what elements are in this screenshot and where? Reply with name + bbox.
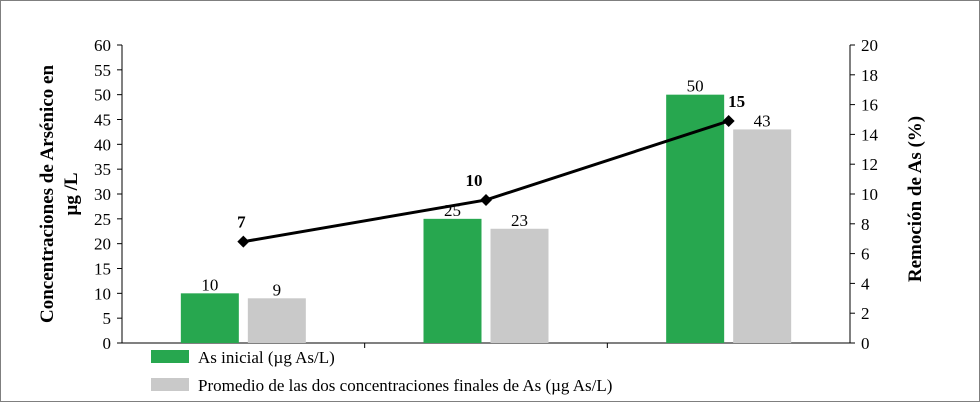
bar-series-1 <box>423 218 482 343</box>
legend-swatch-1 <box>151 350 189 363</box>
y2-tick-label: 0 <box>861 334 870 353</box>
removal-marker <box>237 235 250 248</box>
y-tick-label: 15 <box>94 260 111 279</box>
y-tick-label: 60 <box>94 36 111 55</box>
legend: As inicial (µg As/L) Promedio de las dos … <box>151 348 612 395</box>
y-tick-label: 5 <box>103 309 112 328</box>
data-labels: 10 25 50 9 23 43 7 10 15 <box>201 77 770 300</box>
bar-series-2 <box>733 129 792 343</box>
bar-series-2 <box>490 228 549 343</box>
y-tick-label: 0 <box>103 334 112 353</box>
y2-tick-label: 6 <box>861 245 870 264</box>
y-tick-label: 35 <box>94 160 111 179</box>
legend-label-1: As inicial (µg As/L) <box>198 348 335 367</box>
bar-value-label: 25 <box>444 201 461 220</box>
y2-tick-label: 18 <box>861 66 878 85</box>
removal-value-label: 15 <box>728 92 745 111</box>
y-axis-title: Concentraciones de Arsénico en µg /L <box>37 65 82 323</box>
bars <box>180 94 792 344</box>
y-tick-label: 55 <box>94 61 111 80</box>
bar-series-2 <box>247 298 306 343</box>
bar-value-label: 50 <box>687 77 704 96</box>
y2-tick-label: 12 <box>861 155 878 174</box>
y2-tick-label: 14 <box>861 125 879 144</box>
removal-line <box>237 114 735 248</box>
y-tick-label: 45 <box>94 111 111 130</box>
bar-series-1 <box>666 94 725 344</box>
y-tick-label: 25 <box>94 210 111 229</box>
y2-tick-label: 4 <box>861 274 870 293</box>
removal-marker <box>722 114 735 127</box>
bar-value-label: 43 <box>754 111 771 130</box>
axis-titles: Concentraciones de Arsénico en µg /L Remoc… <box>37 65 926 323</box>
legend-label-2: Promedio de las dos concentraciones fina… <box>198 376 612 395</box>
y-tick-label: 10 <box>94 284 111 303</box>
y2-tick-label: 2 <box>861 304 870 323</box>
y2-tick-label: 20 <box>861 36 878 55</box>
y-tick-label: 50 <box>94 86 111 105</box>
removal-value-label: 7 <box>237 213 246 232</box>
y-tick-label: 20 <box>94 235 111 254</box>
removal-marker <box>480 193 492 206</box>
legend-swatch-2 <box>151 378 189 391</box>
y2-tick-label: 10 <box>861 185 878 204</box>
y2-axis-title: Remoción de As (%) <box>905 116 926 282</box>
removal-line-path <box>243 119 730 244</box>
bar-series-1 <box>180 293 239 343</box>
y-axis-title-line: µg /L <box>61 172 82 215</box>
y2-tick-label: 8 <box>861 215 870 234</box>
y-axis-title-line: Concentraciones de Arsénico en <box>37 65 58 323</box>
y2-tick-label: 16 <box>861 96 878 115</box>
bar-value-label: 9 <box>273 280 282 299</box>
y-tick-label: 30 <box>94 185 111 204</box>
bar-value-label: 23 <box>511 211 528 230</box>
bar-value-label: 10 <box>201 275 218 294</box>
y-tick-label: 40 <box>94 135 111 154</box>
axes: 0 5 10 15 20 25 30 35 40 45 50 55 60 0 2 4 6 8 10 12 14 16 18 2… <box>94 36 879 353</box>
removal-value-label: 10 <box>466 171 483 190</box>
